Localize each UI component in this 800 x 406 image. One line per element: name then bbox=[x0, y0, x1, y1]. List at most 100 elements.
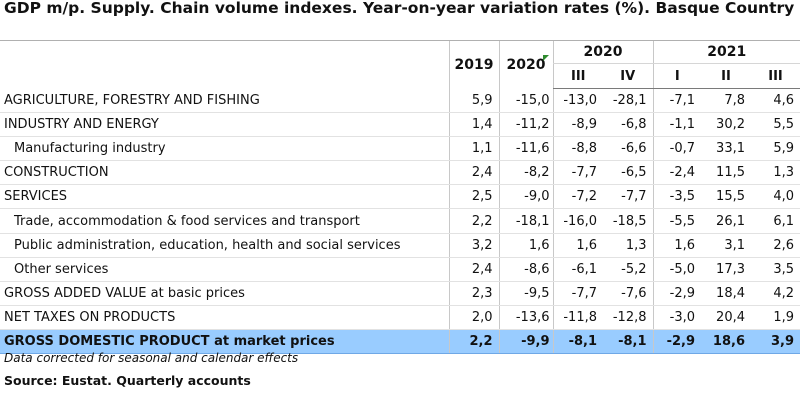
value-cell: -7,7 bbox=[552, 281, 603, 306]
total-row: GROSS DOMESTIC PRODUCT at market prices 2… bbox=[0, 328, 800, 355]
value-cell: -3,5 bbox=[652, 184, 701, 210]
quarter-header: I bbox=[652, 63, 701, 89]
value-cell: 1,9 bbox=[751, 305, 800, 330]
table-row: SERVICES 2,5 -9,0 -7,2 -7,7 -3,5 15,5 4,0 bbox=[0, 184, 800, 210]
value-cell: -2,4 bbox=[652, 160, 701, 186]
source-line: Source: Eustat. Quarterly accounts bbox=[4, 373, 251, 388]
value-cell: -8,1 bbox=[603, 328, 653, 355]
value-cell: -5,5 bbox=[652, 208, 701, 234]
value-cell: 6,1 bbox=[751, 208, 800, 234]
value-cell: -7,2 bbox=[552, 184, 603, 210]
value-cell: -8,1 bbox=[552, 328, 603, 355]
row-label: AGRICULTURE, FORESTRY AND FISHING bbox=[0, 88, 449, 114]
table-row: INDUSTRY AND ENERGY 1,4 -11,2 -8,9 -6,8 -1,1 3… bbox=[0, 112, 800, 138]
value-cell: -8,6 bbox=[498, 257, 553, 282]
value-cell: 2,6 bbox=[751, 233, 800, 258]
quarter-header: III bbox=[552, 63, 603, 89]
value-cell: -11,6 bbox=[498, 136, 553, 162]
value-cell: -16,0 bbox=[552, 208, 603, 234]
value-cell: -8,2 bbox=[498, 160, 553, 186]
group-2020-header: 2020 bbox=[552, 40, 653, 64]
value-cell: 1,6 bbox=[552, 233, 603, 258]
value-cell: -18,1 bbox=[498, 208, 553, 234]
year-2019-header: 2019 bbox=[448, 40, 499, 89]
value-cell: -7,7 bbox=[552, 160, 603, 186]
value-cell: 3,2 bbox=[448, 233, 499, 258]
value-cell: -8,9 bbox=[552, 112, 603, 138]
error-flag-icon bbox=[543, 55, 549, 61]
value-cell: -7,1 bbox=[652, 88, 701, 114]
value-cell: 2,0 bbox=[448, 305, 499, 330]
table-row: AGRICULTURE, FORESTRY AND FISHING 5,9 -15,… bbox=[0, 88, 800, 114]
value-cell: -6,1 bbox=[552, 257, 603, 282]
value-cell: 3,5 bbox=[751, 257, 800, 282]
value-cell: 15,5 bbox=[701, 184, 751, 210]
row-label: INDUSTRY AND ENERGY bbox=[0, 112, 449, 138]
value-cell: 1,6 bbox=[498, 233, 553, 258]
value-cell: 18,6 bbox=[701, 328, 751, 355]
value-cell: 26,1 bbox=[701, 208, 751, 234]
value-cell: 5,9 bbox=[751, 136, 800, 162]
value-cell: 11,5 bbox=[701, 160, 751, 186]
table-row: NET TAXES ON PRODUCTS 2,0 -13,6 -11,8 -12,8-… bbox=[0, 305, 800, 330]
value-cell: -7,6 bbox=[603, 281, 653, 306]
value-cell: -11,2 bbox=[498, 112, 553, 138]
value-cell: 33,1 bbox=[701, 136, 751, 162]
value-cell: 2,5 bbox=[448, 184, 499, 210]
value-cell: 2,3 bbox=[448, 281, 499, 306]
value-cell: -5,2 bbox=[603, 257, 653, 282]
value-cell: 2,4 bbox=[448, 257, 499, 282]
row-label: SERVICES bbox=[0, 184, 449, 210]
row-label: CONSTRUCTION bbox=[0, 160, 449, 186]
value-cell: -13,0 bbox=[552, 88, 603, 114]
value-cell: 1,4 bbox=[448, 112, 499, 138]
value-cell: 5,5 bbox=[751, 112, 800, 138]
row-label: GROSS ADDED VALUE at basic prices bbox=[0, 281, 449, 306]
value-cell: 5,9 bbox=[448, 88, 499, 114]
value-cell: -6,6 bbox=[603, 136, 653, 162]
table-row: Other services 2,4 -8,6 -6,1 -5,2 -5,0 17,3 3,5 bbox=[0, 257, 800, 282]
value-cell: -9,0 bbox=[498, 184, 553, 210]
table-row: Public administration, education, health… bbox=[0, 233, 800, 258]
value-cell: 30,2 bbox=[701, 112, 751, 138]
year-2020-header: 2020 bbox=[498, 40, 553, 89]
value-cell: 1,6 bbox=[652, 233, 701, 258]
table-row: Trade, accommodation & food services and… bbox=[0, 208, 800, 234]
value-cell: -9,9 bbox=[498, 328, 553, 355]
value-cell: -18,5 bbox=[603, 208, 653, 234]
value-cell: -1,1 bbox=[652, 112, 701, 138]
value-cell: -13,6 bbox=[498, 305, 553, 330]
value-cell: 1,3 bbox=[603, 233, 653, 258]
value-cell: -2,9 bbox=[652, 328, 701, 355]
table-row: GROSS ADDED VALUE at basic prices 2,3 -9,5… bbox=[0, 281, 800, 306]
value-cell: 1,3 bbox=[751, 160, 800, 186]
row-label: Manufacturing industry bbox=[0, 136, 449, 162]
value-cell: -15,0 bbox=[498, 88, 553, 114]
value-cell: -7,7 bbox=[603, 184, 653, 210]
value-cell: 2,2 bbox=[448, 328, 499, 355]
table-title: GDP m/p. Supply. Chain volume indexes. Y… bbox=[4, 0, 795, 17]
label-column-header bbox=[0, 40, 449, 89]
value-cell: 17,3 bbox=[701, 257, 751, 282]
value-cell: -8,8 bbox=[552, 136, 603, 162]
value-cell: 3,1 bbox=[701, 233, 751, 258]
group-2021-header: 2021 bbox=[652, 40, 800, 64]
value-cell: 4,2 bbox=[751, 281, 800, 306]
value-cell: -3,0 bbox=[652, 305, 701, 330]
value-cell: -11,8 bbox=[552, 305, 603, 330]
value-cell: 4,6 bbox=[751, 88, 800, 114]
row-label: Trade, accommodation & food services and… bbox=[0, 208, 449, 234]
value-cell: -2,9 bbox=[652, 281, 701, 306]
value-cell: -12,8 bbox=[603, 305, 653, 330]
value-cell: 4,0 bbox=[751, 184, 800, 210]
value-cell: -9,5 bbox=[498, 281, 553, 306]
gdp-table: 2019 2020 2020 2021 III IV I II III AGRI… bbox=[0, 40, 800, 355]
footnote: Data corrected for seasonal and calendar… bbox=[4, 351, 299, 365]
value-cell: 3,9 bbox=[751, 328, 800, 355]
value-cell: 2,2 bbox=[448, 208, 499, 234]
row-label: GROSS DOMESTIC PRODUCT at market prices bbox=[0, 328, 449, 355]
value-cell: -6,8 bbox=[603, 112, 653, 138]
table-row: CONSTRUCTION 2,4 -8,2 -7,7 -6,5 -2,4 11,5 1,3 bbox=[0, 160, 800, 186]
value-cell: -28,1 bbox=[603, 88, 653, 114]
value-cell: 1,1 bbox=[448, 136, 499, 162]
